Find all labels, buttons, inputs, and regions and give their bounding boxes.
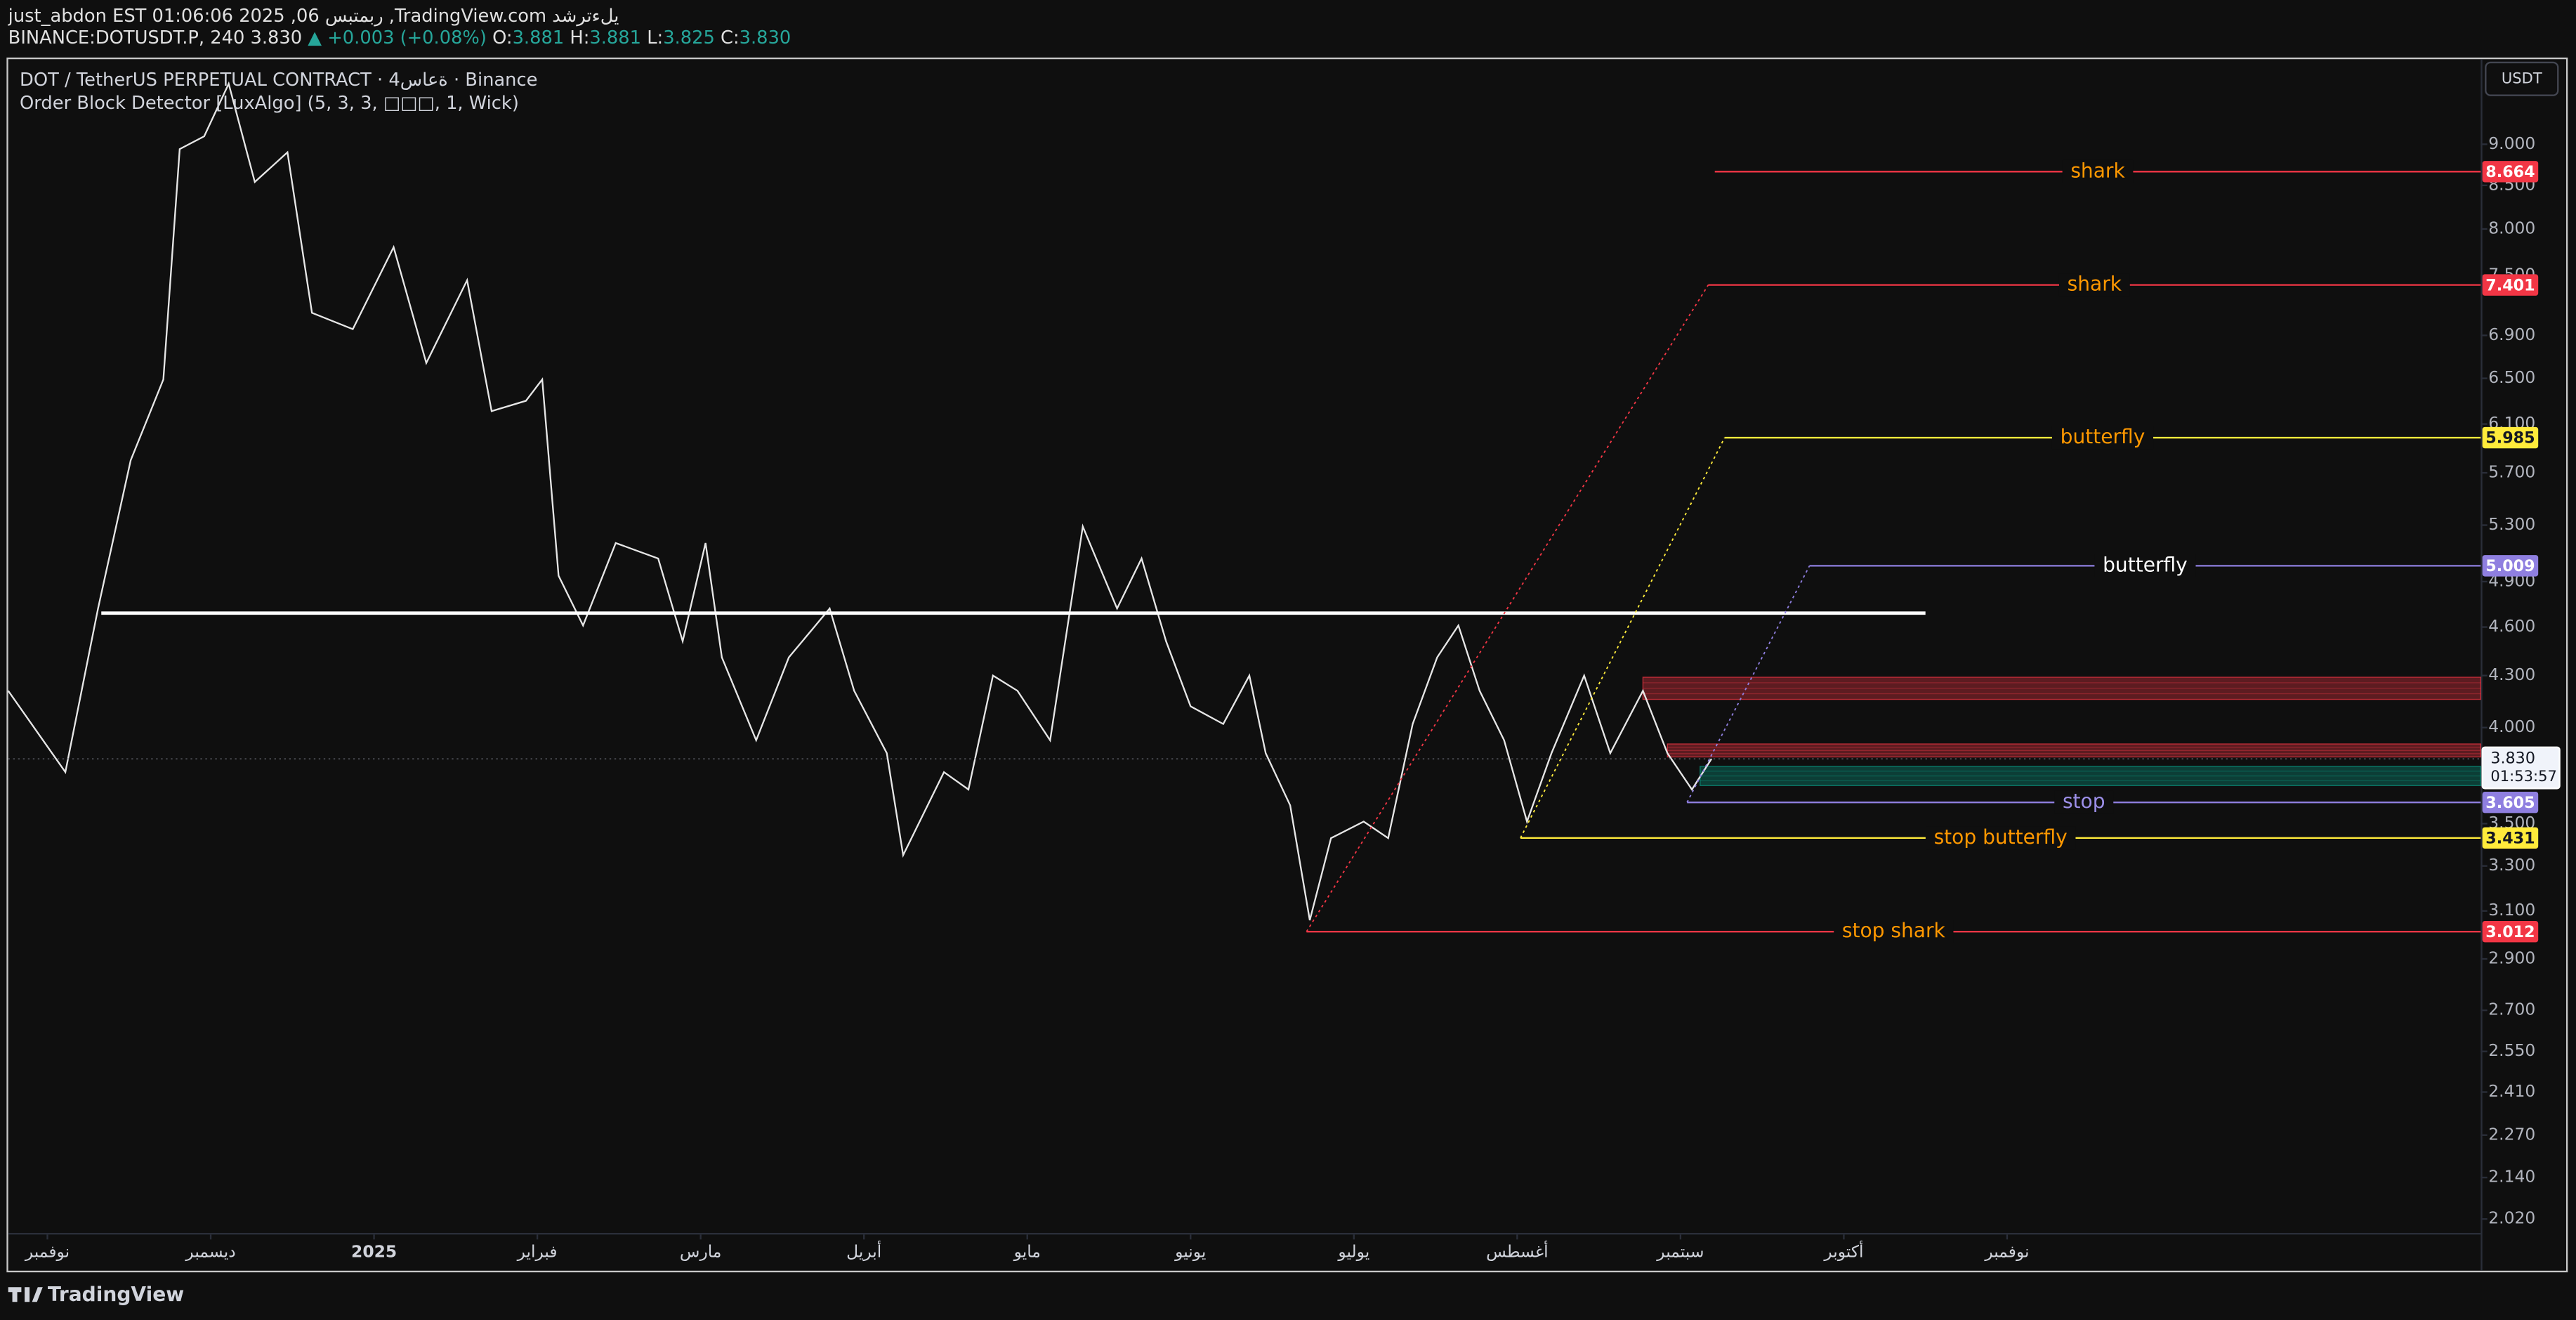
- plot-area: 9.0008.5008.0007.5006.9006.5006.1005.700…: [7, 81, 2561, 1262]
- currency-label[interactable]: USDT: [2502, 69, 2542, 86]
- x-tick-label: نوفمبر: [1984, 1242, 2029, 1262]
- price-line: [7, 81, 1713, 921]
- y-tick-label: 2.900: [2488, 948, 2535, 967]
- price-tag-label: 3.012: [2485, 923, 2535, 941]
- x-tick-label: أكتوبر: [1823, 1241, 1863, 1262]
- y-tick-label: 3.100: [2488, 900, 2535, 920]
- pattern-connector: [1686, 565, 1811, 803]
- y-tick-label: 3.300: [2488, 855, 2535, 875]
- level-label: shark: [2070, 159, 2125, 182]
- y-tick-label: 8.000: [2488, 218, 2535, 237]
- header-line: just_abdon EST 01:06:06 2025 ,06 ربمتبس …: [8, 6, 619, 27]
- pattern-connector: [1520, 437, 1726, 839]
- y-tick-label: 6.500: [2488, 367, 2535, 387]
- y-tick-label: 9.000: [2488, 133, 2535, 153]
- last-price: 3.830: [251, 27, 303, 48]
- level-label: stop shark: [1842, 919, 1946, 942]
- price-tag-label: 3.605: [2485, 794, 2535, 812]
- y-tick-label: 2.700: [2488, 1000, 2535, 1019]
- ohlc-key: O:: [492, 27, 512, 48]
- level-label: butterfly: [2061, 425, 2145, 448]
- level-label: shark: [2068, 273, 2122, 296]
- y-tick-label: 4.000: [2488, 717, 2535, 736]
- price-tag: [2482, 161, 2539, 183]
- indicator-legend: Order Block Detector [LuxAlgo] (5, 3, 3,…: [20, 93, 519, 114]
- price-tag-label: 7.401: [2485, 276, 2535, 294]
- price-tag-label: 5.985: [2485, 429, 2535, 447]
- level-label-bg: [1834, 920, 1954, 943]
- currency-button[interactable]: [2485, 61, 2559, 96]
- price-tag: [2482, 827, 2539, 849]
- price-tag: [2482, 426, 2539, 449]
- y-tick-label: 2.020: [2488, 1208, 2535, 1228]
- last-price-label: 3.830: [2490, 750, 2535, 768]
- ohlc-value: 3.881: [589, 27, 641, 48]
- price-tag: [2482, 274, 2539, 296]
- level-label-bg: [2054, 790, 2114, 814]
- level-label: stop butterfly: [1934, 825, 2068, 849]
- y-tick-label: 5.300: [2488, 514, 2535, 534]
- countdown: 01:53:57: [2490, 767, 2557, 785]
- y-tick-label: 5.700: [2488, 462, 2535, 482]
- x-tick-label: يوليو: [1337, 1242, 1369, 1262]
- price-tag: [2482, 920, 2539, 943]
- pattern-connector: [1306, 285, 1709, 932]
- x-tick-label: نوفمبر: [25, 1242, 70, 1262]
- chart-frame: [6, 57, 2568, 1273]
- level-label-bg: [2051, 426, 2154, 450]
- y-tick-label: 2.550: [2488, 1040, 2535, 1060]
- price-tag-label: 5.009: [2485, 557, 2535, 575]
- x-tick-label: سبتمبر: [1656, 1242, 1704, 1262]
- quote-line: BINANCE:DOTUSDT.P, 240 3.830 ▲ +0.003 (+…: [8, 27, 791, 48]
- level-label-bg: [1925, 826, 2076, 850]
- chart-title: DOT / TetherUS PERPETUAL CONTRACT · 4ةعا…: [20, 70, 537, 91]
- last-price-tag: [2481, 746, 2561, 790]
- x-tick-label: يونيو: [1174, 1242, 1206, 1262]
- y-tick-label: 2.410: [2488, 1081, 2535, 1101]
- brand-logo: [8, 1287, 43, 1302]
- ohlc-key: H:: [570, 27, 589, 48]
- y-tick-label: 2.270: [2488, 1124, 2535, 1144]
- symbol: BINANCE:DOTUSDT.P, 240: [8, 27, 245, 48]
- x-tick-label: 2025: [351, 1242, 397, 1262]
- x-tick-label: ديسمبر: [185, 1242, 235, 1262]
- y-tick-label: 4.300: [2488, 665, 2535, 684]
- x-tick-label: مايو: [1013, 1242, 1041, 1262]
- y-tick-label: 6.900: [2488, 325, 2535, 344]
- level-label-bg: [2094, 554, 2196, 577]
- price-tag: [2482, 555, 2539, 577]
- x-tick-label: أبريل: [846, 1241, 881, 1262]
- x-tick-label: مارس: [680, 1242, 721, 1262]
- ohlc-key: L:: [647, 27, 663, 48]
- ohlc-value: 3.881: [513, 27, 565, 48]
- ohlc-value: 3.825: [663, 27, 715, 48]
- price-tag: [2482, 791, 2539, 813]
- ohlc-value: 3.830: [740, 27, 791, 48]
- level-label-bg: [2058, 273, 2130, 297]
- x-tick-label: فبراير: [517, 1242, 558, 1262]
- price-tag-label: 3.431: [2485, 829, 2535, 847]
- change: ▲ +0.003 (+0.08%): [308, 27, 487, 48]
- x-tick-label: أغسطس: [1486, 1241, 1549, 1262]
- level-label-bg: [2062, 159, 2134, 183]
- y-tick-label: 4.600: [2488, 616, 2535, 636]
- brand-name: TradingView: [48, 1283, 184, 1306]
- y-tick-label: 2.140: [2488, 1167, 2535, 1187]
- level-label: butterfly: [2103, 553, 2188, 576]
- ohlc-key: C:: [721, 27, 740, 48]
- price-tag-label: 8.664: [2485, 163, 2535, 181]
- level-label: stop: [2063, 790, 2105, 813]
